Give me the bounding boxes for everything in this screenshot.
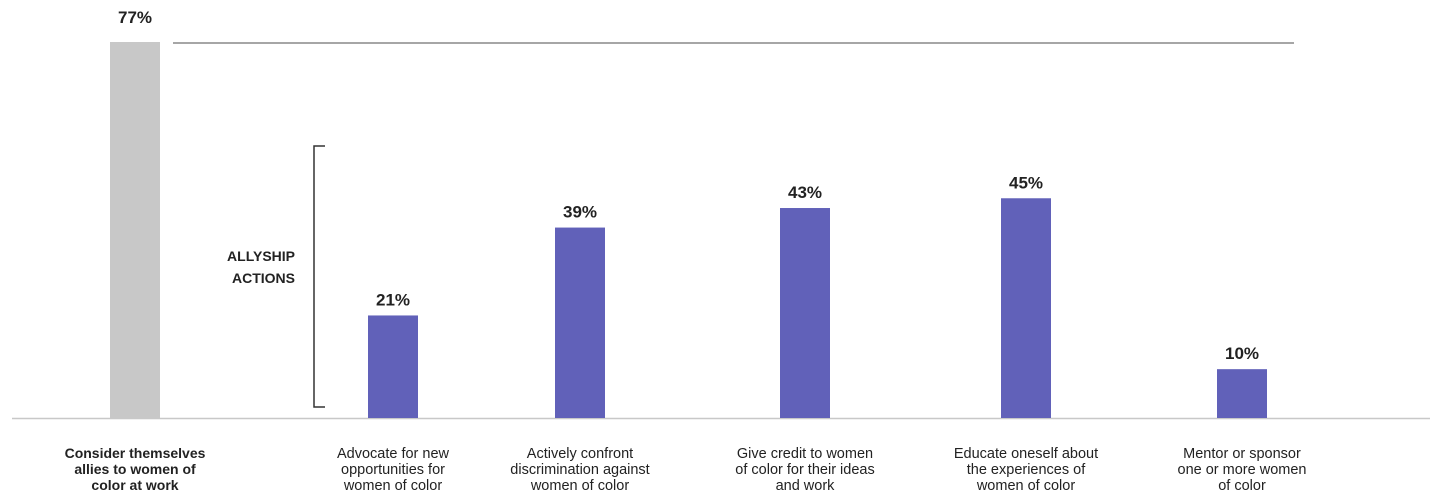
category-label-4-line-3: and work	[776, 478, 836, 494]
bar-1	[110, 42, 160, 418]
category-label-4-line-1: Give credit to women	[737, 446, 873, 462]
category-label-1-line-1: Consider themselves	[65, 445, 206, 461]
category-label-2-line-2: opportunities for	[341, 462, 445, 478]
category-label-2-line-3: women of color	[343, 478, 442, 494]
bar-5	[1001, 198, 1051, 418]
bracket-label-line-2: ACTIONS	[232, 270, 295, 286]
bar-2	[368, 315, 418, 418]
category-label-5-line-2: the experiences of	[967, 462, 1086, 478]
value-label-1: 77%	[118, 8, 152, 27]
value-label-4: 43%	[788, 183, 822, 202]
category-label-6-line-2: one or more women	[1178, 462, 1307, 478]
category-label-1-line-2: allies to women of	[74, 461, 196, 477]
value-label-6: 10%	[1225, 344, 1259, 363]
category-label-4-line-2: of color for their ideas	[735, 462, 874, 478]
category-label-1-line-3: color at work	[91, 477, 178, 493]
category-label-2-line-1: Advocate for new	[337, 446, 450, 462]
bracket-label-line-1: ALLYSHIP	[227, 248, 295, 264]
allyship-actions-bracket	[313, 145, 325, 408]
value-label-2: 21%	[376, 290, 410, 309]
value-label-3: 39%	[563, 203, 597, 222]
bar-6	[1217, 369, 1267, 418]
category-label-3-line-1: Actively confront	[527, 446, 633, 462]
category-label-6-line-3: of color	[1218, 478, 1266, 494]
bar-3	[555, 227, 605, 418]
bar-4	[780, 208, 830, 418]
category-label-5-line-1: Educate oneself about	[954, 446, 1098, 462]
category-label-3-line-3: women of color	[530, 478, 629, 494]
category-label-6-line-1: Mentor or sponsor	[1183, 446, 1301, 462]
value-label-5: 45%	[1009, 173, 1043, 192]
category-label-5-line-3: women of color	[976, 478, 1075, 494]
category-label-3-line-2: discrimination against	[510, 462, 649, 478]
